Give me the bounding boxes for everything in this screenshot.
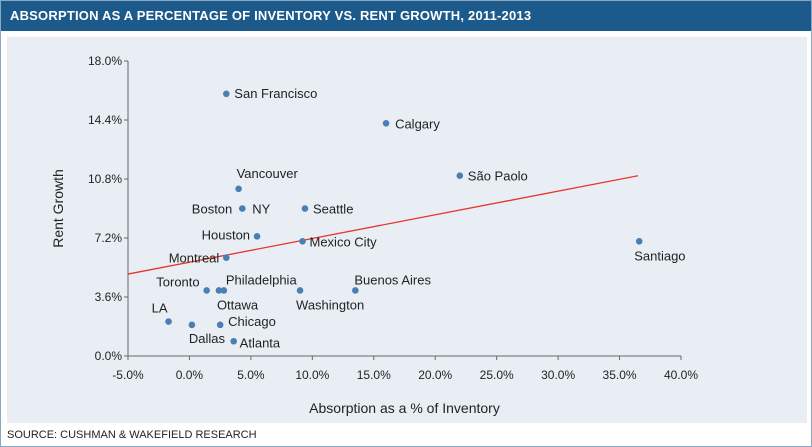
point-label: Boston xyxy=(192,202,232,217)
data-point xyxy=(253,233,261,240)
data-point xyxy=(635,237,643,245)
y-tick-label: 3.6% xyxy=(95,290,123,304)
data-point xyxy=(188,321,196,329)
point-label: Santiago xyxy=(634,248,685,263)
point-label: São Paolo xyxy=(468,169,528,184)
point-label: Chicago xyxy=(228,314,276,329)
data-point xyxy=(230,337,237,345)
point-label: Montreal xyxy=(169,251,220,266)
y-tick-label: 0.0% xyxy=(95,349,123,363)
x-tick-label: 15.0% xyxy=(357,368,391,382)
data-point xyxy=(223,90,230,98)
x-axis-title: Absorption as a % of Inventory xyxy=(309,400,500,416)
point-label: Dallas xyxy=(189,331,226,346)
data-point xyxy=(165,318,172,325)
x-tick-label: 25.0% xyxy=(480,368,514,382)
data-point xyxy=(299,237,306,245)
plot-panel xyxy=(7,37,807,423)
point-label: Houston xyxy=(202,227,250,242)
chart-title: ABSORPTION AS A PERCENTAGE OF INVENTORY … xyxy=(1,1,811,31)
data-point xyxy=(223,254,230,261)
point-label: Atlanta xyxy=(240,335,281,350)
data-point xyxy=(203,287,210,294)
y-tick-label: 7.2% xyxy=(95,231,123,245)
point-label: NY xyxy=(252,202,270,217)
data-point xyxy=(296,287,304,294)
data-point xyxy=(216,321,224,329)
x-tick-label: 30.0% xyxy=(541,368,575,382)
y-axis-title: Rent Growth xyxy=(50,169,66,248)
point-label: Toronto xyxy=(156,274,199,289)
x-tick-label: -5.0% xyxy=(112,368,144,382)
y-tick-label: 18.0% xyxy=(88,54,122,68)
source-note: SOURCE: CUSHMAN & WAKEFIELD RESEARCH xyxy=(7,429,257,441)
y-tick-label: 10.8% xyxy=(88,172,122,186)
point-label: Calgary xyxy=(395,116,440,131)
x-tick-label: 40.0% xyxy=(664,368,698,382)
point-label: Buenos Aires xyxy=(354,272,431,287)
point-label: Philadelphia xyxy=(226,272,298,287)
data-point xyxy=(456,172,464,180)
x-tick-label: 5.0% xyxy=(237,368,265,382)
data-point xyxy=(301,205,309,212)
data-point xyxy=(382,119,390,127)
trendline xyxy=(127,175,639,275)
x-tick-label: 35.0% xyxy=(603,368,637,382)
data-point xyxy=(238,205,246,212)
data-point xyxy=(352,287,359,294)
point-label: Washington xyxy=(296,297,364,312)
x-tick-label: 0.0% xyxy=(176,368,204,382)
data-point xyxy=(235,185,242,193)
x-tick-label: 10.0% xyxy=(295,368,329,382)
data-point xyxy=(220,287,228,294)
point-label: LA xyxy=(152,301,168,316)
point-label: Seattle xyxy=(313,202,353,217)
x-tick-label: 20.0% xyxy=(418,368,452,382)
point-label: San Francisco xyxy=(234,86,317,101)
point-label: Vancouver xyxy=(237,166,299,181)
point-label: Mexico City xyxy=(310,234,378,249)
y-tick-label: 14.4% xyxy=(88,113,122,127)
data-point xyxy=(215,287,223,294)
point-label: Ottawa xyxy=(217,297,259,312)
